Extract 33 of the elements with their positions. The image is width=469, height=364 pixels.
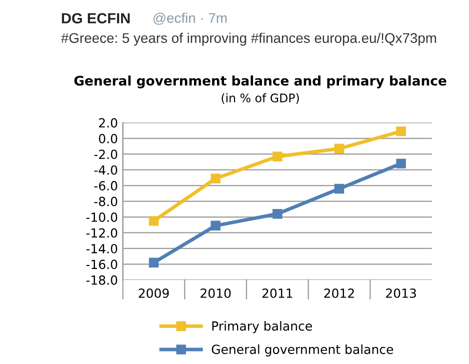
point xyxy=(396,126,406,136)
x-tick-label: 2012 xyxy=(324,288,354,298)
point xyxy=(272,209,282,219)
chart-title: General government balance and primary balance xyxy=(74,75,446,88)
point xyxy=(210,174,220,184)
point xyxy=(148,216,159,226)
point xyxy=(272,152,282,162)
legend-label: General government balance xyxy=(212,344,394,356)
y-tick-label: -18.0 xyxy=(86,275,118,285)
point xyxy=(210,220,220,231)
point xyxy=(396,158,406,168)
y-tick-label: -8.0 xyxy=(94,196,118,206)
chart-subtitle: (in % of GDP) xyxy=(222,93,299,104)
text: DG ECFIN xyxy=(62,13,130,24)
x-tick-label: 2013 xyxy=(386,288,416,298)
y-tick-label: -6.0 xyxy=(94,181,118,190)
y-tick-label: -14.0 xyxy=(86,244,118,254)
y-tick-label: -16.0 xyxy=(86,260,118,270)
y-tick-label: 2.0 xyxy=(99,118,118,128)
legend-label: Primary balance xyxy=(212,321,312,334)
y-tick-label: -4.0 xyxy=(94,165,118,175)
text: #Greece: 5 years of improving #finances europa.eu/!Qx73pm xyxy=(61,32,436,46)
point xyxy=(334,144,344,154)
y-tick-label: 0.0 xyxy=(98,134,118,144)
point xyxy=(148,258,159,268)
x-tick-label: 2009 xyxy=(138,288,169,298)
y-tick-label: -10.0 xyxy=(86,212,118,222)
x-tick-label: 2011 xyxy=(262,288,292,298)
y-tick-label: -12.0 xyxy=(86,228,118,238)
x-tick-label: 2010 xyxy=(200,288,231,298)
text: @ecfin · 7m xyxy=(154,12,227,25)
point xyxy=(334,184,344,194)
y-tick-label: -2.0 xyxy=(94,150,118,160)
